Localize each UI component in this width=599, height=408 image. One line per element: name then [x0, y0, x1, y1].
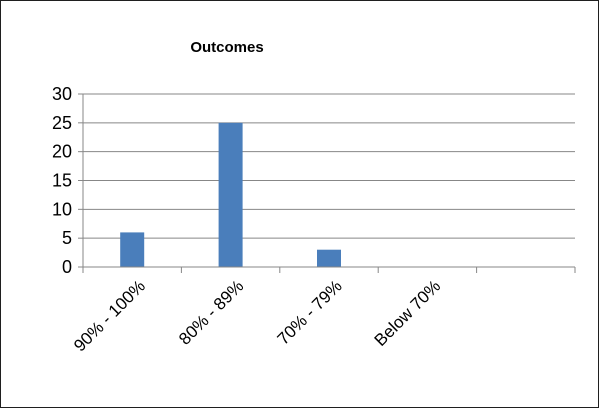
bar-1: [218, 122, 243, 267]
y-tick-label-0: 0: [62, 257, 72, 277]
x-tick-label-2: 70% - 79%: [274, 276, 346, 348]
axes: [78, 93, 576, 273]
y-tick-label-5: 5: [62, 228, 72, 248]
y-tick-label-25: 25: [52, 113, 72, 133]
y-tick-label-10: 10: [52, 199, 72, 219]
y-tick-label-30: 30: [52, 84, 72, 104]
tick-labels: 0 5 10 15 20 25 30 90% - 100% 80% - 89% 70% - 79%…: [52, 84, 444, 355]
bar-2: [317, 249, 341, 267]
x-tick-label-1: 80% - 89%: [175, 276, 247, 348]
bar-0: [120, 232, 145, 267]
bars: [120, 122, 341, 267]
chart-title: Outcomes: [190, 39, 263, 56]
x-tick-label-3: Below 70%: [371, 276, 445, 350]
y-tick-label-15: 15: [52, 171, 72, 191]
gridlines: [83, 93, 575, 239]
x-tick-label-0: 90% - 100%: [70, 276, 149, 355]
y-tick-label-20: 20: [52, 142, 72, 162]
